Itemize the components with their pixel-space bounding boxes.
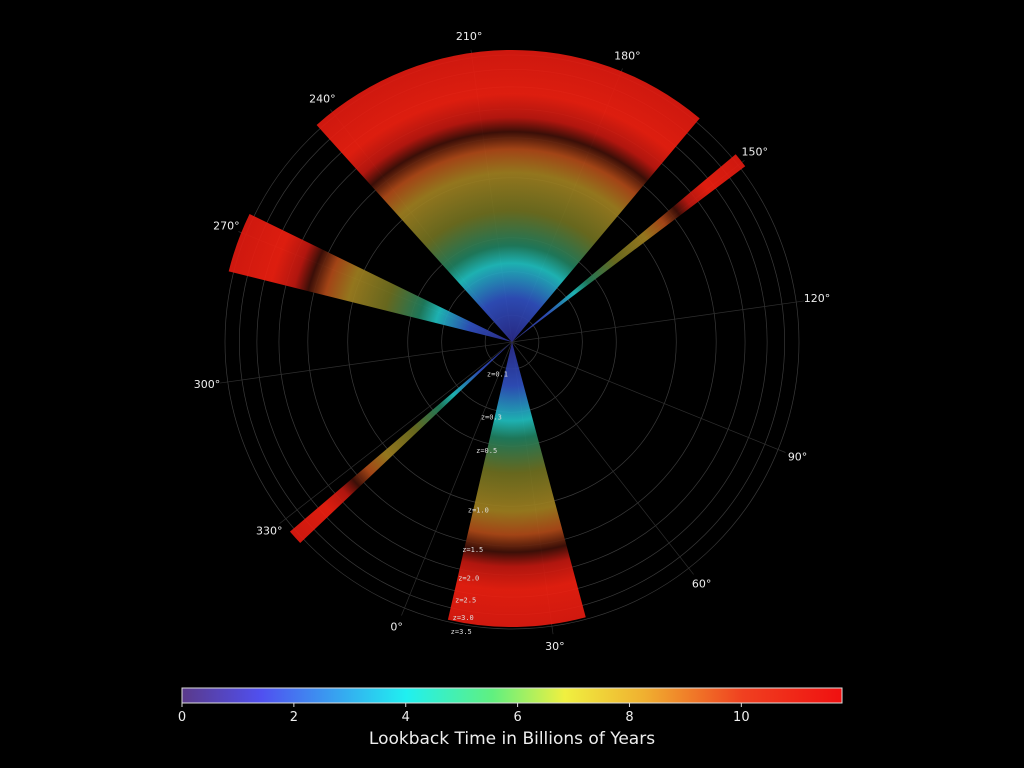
colorbar-tick-label: 4 — [402, 710, 410, 725]
wedge — [512, 154, 746, 342]
colorbar-tick-label: 2 — [290, 710, 298, 725]
wedge — [316, 50, 700, 342]
polar-labels: z=0.1 z=0.3 z=0.5 z=1.0 z=1.5 z=2.0 z=2.5 z=3.0… — [194, 30, 831, 653]
angle-tick-label: 300° — [194, 378, 221, 391]
angle-grid — [511, 300, 805, 343]
angle-tick-label: 60° — [692, 578, 712, 591]
radial-tick-label: z=2.0 — [458, 575, 479, 583]
angle-grid — [401, 341, 513, 616]
angle-grid — [511, 341, 786, 453]
radial-tick-label: z=2.5 — [455, 597, 476, 605]
radial-tick-label: z=3.5 — [451, 628, 472, 636]
radial-tick-label: z=3.0 — [453, 614, 474, 622]
radial-tick-label: z=0.5 — [476, 447, 497, 455]
radial-tick-label: z=1.0 — [468, 507, 489, 515]
colorbar-tick-label: 10 — [733, 710, 750, 725]
wedge — [289, 342, 512, 543]
survey-wedges — [228, 50, 746, 627]
colorbar-label: Lookback Time in Billions of Years — [369, 729, 655, 749]
angle-tick-label: 330° — [256, 525, 283, 538]
angle-tick-label: 120° — [804, 292, 831, 305]
angle-grid — [219, 341, 513, 384]
radial-tick-label: z=1.5 — [462, 546, 483, 554]
radial-tick-label: z=0.3 — [481, 414, 502, 422]
wedge — [228, 213, 512, 342]
colorbar-tick-label: 6 — [513, 710, 521, 725]
colorbar — [181, 687, 843, 704]
angle-tick-label: 30° — [545, 640, 565, 653]
angle-tick-label: 0° — [390, 621, 403, 634]
wedge — [447, 342, 586, 627]
angle-grid — [279, 341, 513, 524]
angle-tick-label: 150° — [741, 145, 768, 158]
radial-tick-label: z=0.1 — [487, 371, 508, 379]
angle-tick-label: 210° — [456, 30, 483, 43]
angle-tick-label: 240° — [309, 92, 336, 105]
colorbar-tick-label: 8 — [625, 710, 633, 725]
colorbar-axis: 0 2 4 6 8 10 — [178, 703, 750, 725]
angle-tick-label: 180° — [614, 49, 641, 62]
angle-tick-label: 270° — [213, 220, 240, 233]
angle-tick-label: 90° — [788, 450, 808, 463]
colorbar-tick-label: 0 — [178, 710, 186, 725]
angle-grid — [511, 341, 694, 575]
